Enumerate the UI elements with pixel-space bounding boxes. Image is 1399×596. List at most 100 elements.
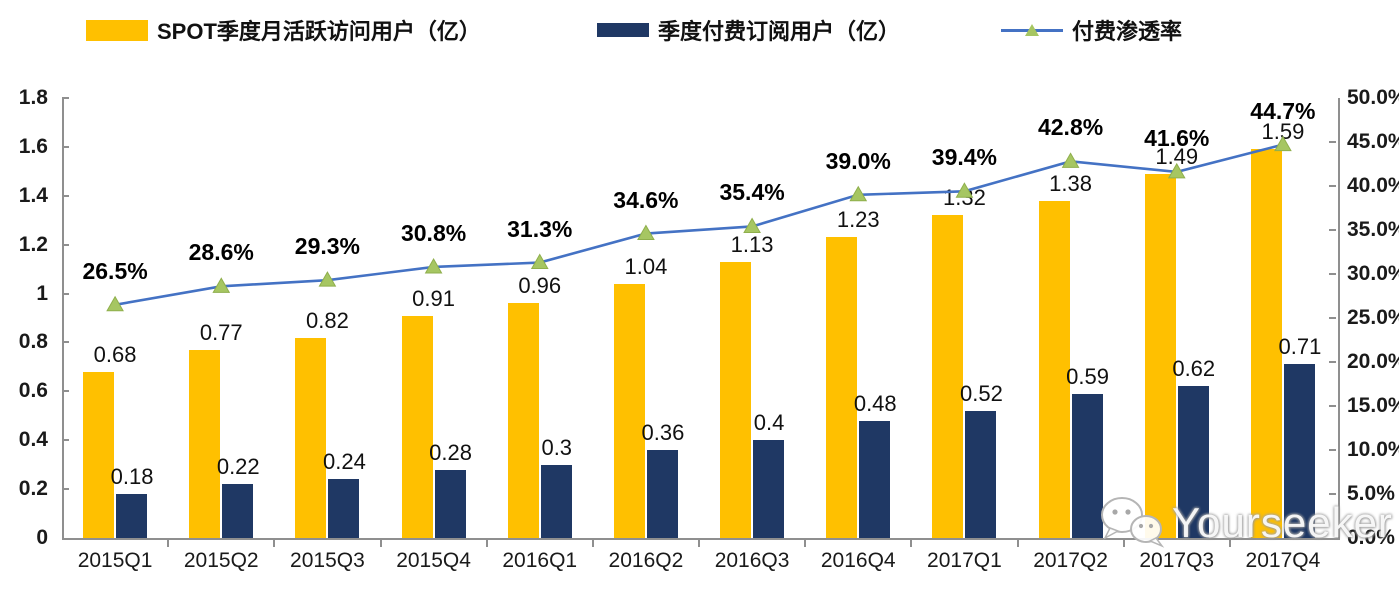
x-axis-category-label: 2017Q3 bbox=[1139, 549, 1215, 572]
right-axis-tick-label: 35.0% bbox=[1347, 218, 1399, 241]
subs-value-label: 0.62 bbox=[1172, 356, 1216, 382]
right-axis-tick-label: 20.0% bbox=[1347, 350, 1399, 373]
mau-value-label: 1.32 bbox=[942, 185, 986, 211]
x-axis-tick bbox=[273, 540, 276, 547]
mau-value-label: 0.96 bbox=[518, 273, 562, 299]
left-axis-tick bbox=[62, 488, 69, 491]
left-axis-tick-label: 1.8 bbox=[18, 86, 48, 109]
x-axis-tick bbox=[804, 540, 807, 547]
x-axis-category-label: 2017Q1 bbox=[927, 549, 1002, 572]
penetration-value-label: 35.4% bbox=[719, 179, 785, 206]
penetration-value-label: 39.4% bbox=[931, 144, 998, 171]
penetration-value-label: 26.5% bbox=[82, 257, 148, 284]
mau-value-label: 1.13 bbox=[730, 231, 774, 257]
subs-value-label: 0.59 bbox=[1066, 363, 1109, 389]
subs-value-label: 0.28 bbox=[429, 439, 472, 465]
legend-label-mau: SPOT季度月活跃访问用户（亿） bbox=[157, 19, 481, 44]
right-axis-tick bbox=[1329, 405, 1336, 407]
right-axis-tick-label: 0.0% bbox=[1347, 526, 1395, 549]
legend-item-mau: SPOT季度月活跃访问用户（亿） bbox=[86, 14, 481, 46]
left-axis-tick bbox=[62, 145, 69, 148]
x-axis-category-label: 2016Q4 bbox=[820, 549, 896, 572]
bar-subs bbox=[965, 410, 997, 538]
right-axis-tick bbox=[1329, 493, 1336, 495]
mau-value-label: 0.91 bbox=[412, 285, 455, 311]
mau-value-label: 1.04 bbox=[624, 253, 668, 279]
left-axis-tick bbox=[62, 292, 69, 295]
bar-subs bbox=[434, 469, 466, 538]
bar-mau bbox=[189, 349, 221, 538]
penetration-value-label: 28.6% bbox=[188, 239, 254, 266]
x-axis-category-label: 2015Q2 bbox=[183, 549, 259, 572]
bar-mau bbox=[83, 371, 115, 538]
left-axis-tick bbox=[62, 194, 69, 197]
bar-mau bbox=[720, 261, 752, 538]
right-axis-tick bbox=[1329, 361, 1336, 363]
x-axis-category-label: 2016Q3 bbox=[714, 549, 790, 572]
right-axis-tick-label: 50.0% bbox=[1347, 86, 1399, 109]
mau-bar-swatch-icon bbox=[86, 19, 148, 41]
x-axis-tick bbox=[1016, 540, 1019, 547]
bar-subs bbox=[222, 484, 254, 538]
legend-label-subs: 季度付费订阅用户（亿） bbox=[658, 19, 901, 44]
left-axis-tick-label: 0 bbox=[36, 526, 48, 549]
right-axis-tick-label: 30.0% bbox=[1347, 262, 1399, 285]
mau-value-label: 1.23 bbox=[836, 207, 880, 233]
bar-subs bbox=[328, 479, 360, 538]
bar-subs bbox=[859, 420, 891, 538]
bar-mau bbox=[932, 215, 964, 538]
left-axis-tick bbox=[62, 390, 69, 393]
right-axis-tick-label: 5.0% bbox=[1347, 482, 1395, 505]
x-axis-tick bbox=[1228, 540, 1231, 547]
right-axis-tick bbox=[1329, 229, 1336, 231]
line-marker-swatch-icon bbox=[1001, 20, 1063, 41]
x-axis-category-label: 2015Q4 bbox=[396, 549, 471, 572]
legend-item-penetration: 付费渗透率 bbox=[1001, 14, 1182, 46]
right-axis-tick bbox=[1329, 141, 1336, 143]
right-axis-tick-label: 45.0% bbox=[1347, 130, 1399, 153]
right-axis-tick bbox=[1329, 317, 1336, 319]
left-axis-tick bbox=[62, 97, 69, 99]
left-axis-tick bbox=[62, 341, 69, 344]
x-axis-category-label: 2015Q1 bbox=[77, 549, 153, 572]
bar-mau bbox=[295, 337, 327, 538]
x-axis-tick bbox=[698, 540, 700, 547]
plot-area bbox=[62, 98, 1340, 540]
penetration-value-label: 42.8% bbox=[1037, 114, 1104, 141]
bar-mau bbox=[826, 237, 858, 538]
left-axis-tick-label: 1.6 bbox=[18, 134, 48, 158]
x-axis-tick bbox=[167, 540, 170, 547]
x-axis-category-label: 2015Q3 bbox=[290, 549, 365, 572]
left-axis-tick bbox=[62, 439, 69, 442]
penetration-value-label: 41.6% bbox=[1144, 124, 1210, 151]
x-axis-tick bbox=[591, 540, 594, 547]
penetration-value-label: 39.0% bbox=[825, 147, 891, 174]
legend-item-subs: 季度付费订阅用户（亿） bbox=[597, 14, 900, 46]
bar-subs bbox=[753, 440, 785, 538]
left-axis-tick-label: 1.2 bbox=[18, 232, 48, 256]
subs-value-label: 0.22 bbox=[216, 454, 260, 480]
penetration-value-label: 29.3% bbox=[294, 233, 361, 260]
x-axis-tick bbox=[485, 540, 488, 547]
bar-mau bbox=[401, 315, 433, 538]
penetration-value-label: 30.8% bbox=[400, 219, 467, 246]
mau-value-label: 0.82 bbox=[305, 307, 349, 333]
left-axis-tick-label: 0.4 bbox=[18, 428, 48, 452]
x-axis-category-label: 2016Q1 bbox=[502, 549, 578, 572]
bar-subs bbox=[646, 450, 678, 538]
bar-subs bbox=[540, 464, 572, 538]
left-axis-tick-label: 1 bbox=[36, 281, 48, 305]
subs-value-label: 0.52 bbox=[959, 380, 1003, 406]
left-axis-tick-label: 1.4 bbox=[18, 183, 48, 207]
mau-value-label: 1.38 bbox=[1049, 170, 1092, 196]
x-axis-category-label: 2017Q4 bbox=[1245, 549, 1321, 572]
left-axis-tick-label: 0.6 bbox=[18, 379, 48, 403]
x-axis-category-label: 2017Q2 bbox=[1033, 549, 1108, 572]
bar-mau bbox=[613, 283, 645, 538]
x-axis-category-label: 2016Q2 bbox=[608, 549, 684, 572]
right-axis-tick-label: 15.0% bbox=[1347, 394, 1399, 417]
subs-bar-swatch-icon bbox=[597, 23, 649, 37]
bar-subs bbox=[116, 494, 148, 538]
bar-subs bbox=[1071, 393, 1103, 538]
